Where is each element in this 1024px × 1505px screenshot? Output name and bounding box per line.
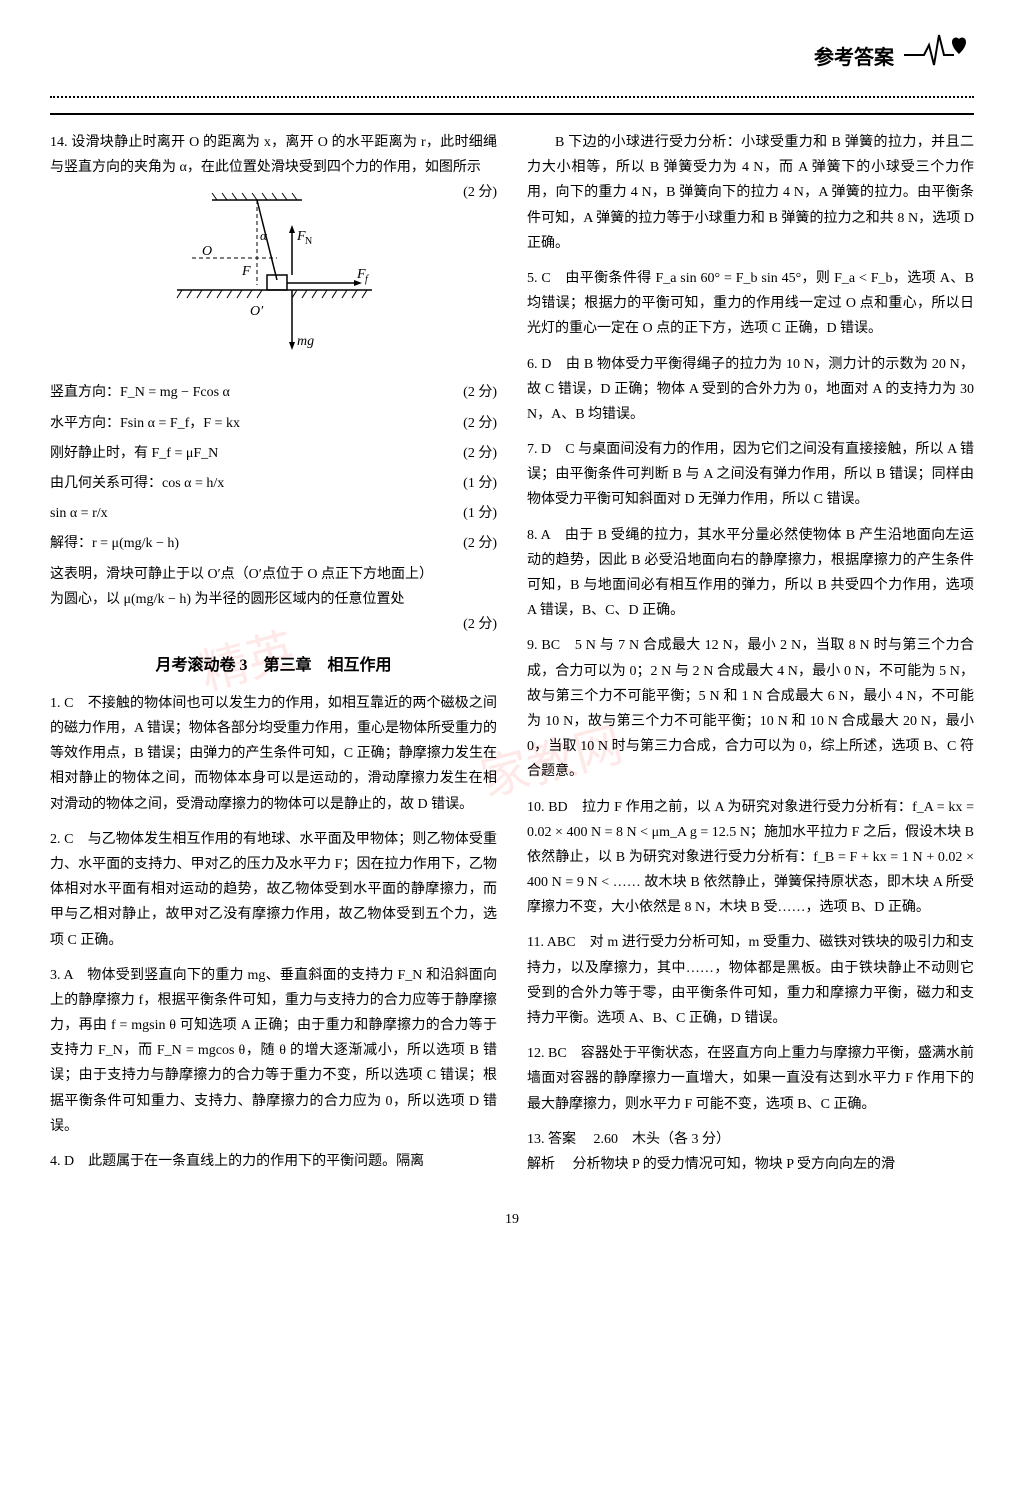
problem-8: 8. A 由于 B 受绳的拉力，其水平分量必然使物体 B 产生沿地面向左运动的趋…: [527, 523, 974, 624]
p5-text: 5. C 由平衡条件得 F_a sin 60° = F_b sin 45°，则 …: [527, 266, 974, 342]
p11-text: 11. ABC 对 m 进行受力分析可知，m 受重力、磁铁对铁块的吸引力和支持力…: [527, 930, 974, 1031]
problem-4: 4. D 此题属于在一条直线上的力的作用下的平衡问题。隔离: [50, 1149, 497, 1174]
p4-text: 4. D 此题属于在一条直线上的力的作用下的平衡问题。隔离: [50, 1149, 497, 1174]
p2-text: 2. C 与乙物体发生相互作用的有地球、水平面及甲物体；则乙物体受重力、水平面的…: [50, 827, 497, 953]
p14-eq2-score: (2 分): [463, 411, 497, 436]
p14-conc1: 这表明，滑块可静止于以 O′点（O′点位于 O 点正下方地面上）: [50, 562, 497, 587]
problem-3: 3. A 物体受到竖直向下的重力 mg、垂直斜面的支持力 F_N 和沿斜面向上的…: [50, 963, 497, 1139]
p12-text: 12. BC 容器处于平衡状态，在竖直方向上重力与摩擦力平衡，盛满水前墙面对容器…: [527, 1041, 974, 1117]
p13-answer-val: 2.60 木头（各 3 分）: [594, 1132, 731, 1147]
p14-intro-score: (2 分): [463, 180, 497, 205]
p14-eq6-score: (2 分): [463, 531, 497, 556]
page-number: 19: [50, 1207, 974, 1232]
p4-cont-text: B 下边的小球进行受力分析：小球受重力和 B 弹簧的拉力，并且二力大小相等，所以…: [527, 130, 974, 256]
problem-13: 13. 答案 2.60 木头（各 3 分） 解析 分析物块 P 的受力情况可知，…: [527, 1127, 974, 1177]
p14-eq3-score: (2 分): [463, 441, 497, 466]
p8-text: 8. A 由于 B 受绳的拉力，其水平分量必然使物体 B 产生沿地面向左运动的趋…: [527, 523, 974, 624]
force-diagram: O α: [50, 190, 497, 370]
svg-text:F: F: [241, 264, 251, 279]
problem-12: 12. BC 容器处于平衡状态，在竖直方向上重力与摩擦力平衡，盛满水前墙面对容器…: [527, 1041, 974, 1117]
problem-7: 7. D C 与桌面间没有力的作用，因为它们之间没有直接接触，所以 A 错误；由…: [527, 437, 974, 513]
p13-analysis-text: 分析物块 P 的受力情况可知，物块 P 受方向向左的滑: [573, 1157, 896, 1172]
p14-eq6: 解得：r = μ(mg/k − h): [50, 531, 179, 556]
left-column: 14. 设滑块静止时离开 O 的距离为 x，离开 O 的水平距离为 r，此时细绳…: [50, 130, 497, 1187]
p14-intro: 14. 设滑块静止时离开 O 的距离为 x，离开 O 的水平距离为 r，此时细绳…: [50, 135, 497, 175]
p14-eq4-score: (1 分): [463, 471, 497, 496]
problem-5: 5. C 由平衡条件得 F_a sin 60° = F_b sin 45°，则 …: [527, 266, 974, 342]
section-title: 月考滚动卷 3 第三章 相互作用: [50, 652, 497, 681]
problem-9: 9. BC 5 N 与 7 N 合成最大 12 N，最小 2 N，当取 8 N …: [527, 633, 974, 784]
p14-eq2: 水平方向：Fsin α = F_f，F = kx: [50, 411, 240, 436]
p14-eq1-score: (2 分): [463, 380, 497, 405]
p10-text: 10. BD 拉力 F 作用之前，以 A 为研究对象进行受力分析有：f_A = …: [527, 795, 974, 921]
p14-conc-score: (2 分): [463, 617, 497, 632]
svg-text:α: α: [260, 228, 268, 243]
svg-text:N: N: [305, 236, 312, 247]
problem-4-cont: B 下边的小球进行受力分析：小球受重力和 B 弹簧的拉力，并且二力大小相等，所以…: [527, 130, 974, 256]
problem-6: 6. D 由 B 物体受力平衡得绳子的拉力为 10 N，测力计的示数为 20 N…: [527, 352, 974, 428]
p13-analysis-label: 解析: [527, 1157, 555, 1172]
p3-text: 3. A 物体受到竖直向下的重力 mg、垂直斜面的支持力 F_N 和沿斜面向上的…: [50, 963, 497, 1139]
p1-text: 1. C 不接触的物体间也可以发生力的作用，如相互靠近的两个磁极之间的磁力作用，…: [50, 691, 497, 817]
p13-answer-label: 13. 答案: [527, 1132, 576, 1147]
p14-eq5: sin α = r/x: [50, 501, 108, 526]
p7-text: 7. D C 与桌面间没有力的作用，因为它们之间没有直接接触，所以 A 错误；由…: [527, 437, 974, 513]
problem-14: 14. 设滑块静止时离开 O 的距离为 x，离开 O 的水平距离为 r，此时细绳…: [50, 130, 497, 637]
p9-text: 9. BC 5 N 与 7 N 合成最大 12 N，最小 2 N，当取 8 N …: [527, 633, 974, 784]
p6-text: 6. D 由 B 物体受力平衡得绳子的拉力为 10 N，测力计的示数为 20 N…: [527, 352, 974, 428]
svg-text:O: O: [202, 244, 212, 259]
dotted-separator: [50, 96, 974, 98]
problem-1: 1. C 不接触的物体间也可以发生力的作用，如相互靠近的两个磁极之间的磁力作用，…: [50, 691, 497, 817]
problem-11: 11. ABC 对 m 进行受力分析可知，m 受重力、磁铁对铁块的吸引力和支持力…: [527, 930, 974, 1031]
solid-separator: [50, 113, 974, 115]
p14-conc2: 为圆心，以 μ(mg/k − h) 为半径的圆形区域内的任意位置处: [50, 587, 497, 612]
p14-eq5-score: (1 分): [463, 501, 497, 526]
problem-2: 2. C 与乙物体发生相互作用的有地球、水平面及甲物体；则乙物体受重力、水平面的…: [50, 827, 497, 953]
header-title: 参考答案: [814, 47, 894, 69]
p14-eq3: 刚好静止时，有 F_f = μF_N: [50, 441, 218, 466]
right-column: B 下边的小球进行受力分析：小球受重力和 B 弹簧的拉力，并且二力大小相等，所以…: [527, 130, 974, 1187]
svg-text:mg: mg: [297, 334, 314, 349]
p14-eq4: 由几何关系可得：cos α = h/x: [50, 471, 224, 496]
problem-10: 10. BD 拉力 F 作用之前，以 A 为研究对象进行受力分析有：f_A = …: [527, 795, 974, 921]
svg-text:O′: O′: [250, 304, 264, 319]
svg-text:f: f: [365, 274, 369, 285]
p14-eq1: 竖直方向：F_N = mg − Fcos α: [50, 380, 230, 405]
heartbeat-icon: [904, 30, 974, 70]
